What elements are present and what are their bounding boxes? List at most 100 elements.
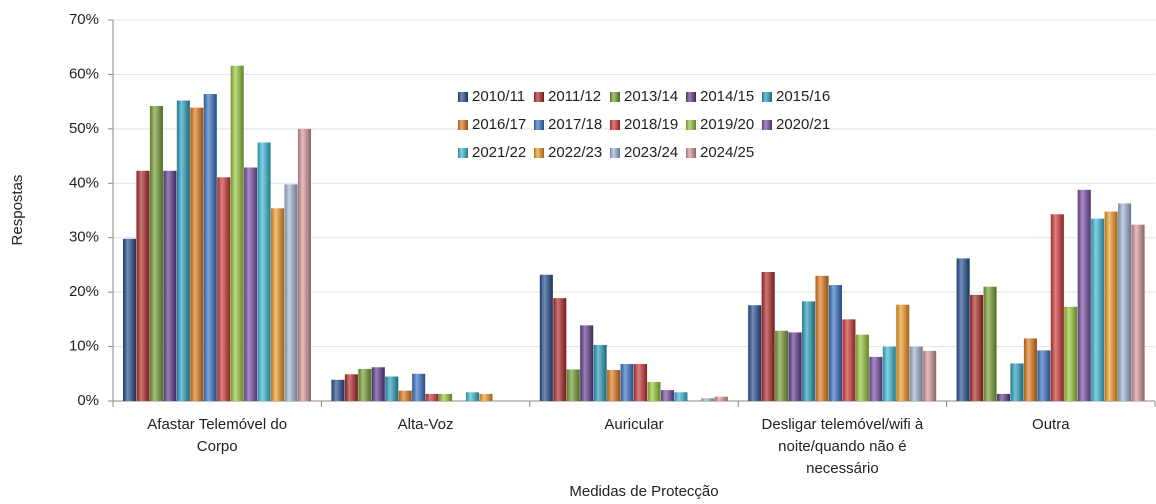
bar — [123, 238, 137, 401]
bar — [344, 374, 358, 401]
bar — [176, 100, 190, 401]
legend-label: 2017/18 — [548, 116, 602, 133]
legend-swatch — [762, 120, 772, 130]
y-tick-label: 0% — [77, 392, 99, 409]
legend-swatch — [610, 120, 620, 130]
bar — [284, 184, 298, 401]
legend-label: 2021/22 — [472, 144, 526, 161]
legend-label: 2020/21 — [776, 116, 830, 133]
legend-label: 2010/11 — [472, 88, 525, 105]
bar — [217, 177, 231, 401]
legend-label: 2024/25 — [700, 144, 754, 161]
bar — [1131, 224, 1145, 401]
x-tick-label: Desligar telemóvel/wifi à noite/quando nã… — [762, 416, 924, 477]
bar — [271, 208, 285, 401]
bar — [1010, 363, 1024, 401]
bar — [465, 392, 480, 401]
bar — [701, 398, 715, 401]
legend-label: 2019/20 — [700, 116, 754, 133]
bar — [593, 344, 607, 401]
bar — [257, 142, 271, 401]
legend-label: 2023/24 — [624, 144, 678, 161]
legend-swatch — [686, 92, 696, 102]
bar — [230, 65, 244, 401]
bar — [385, 376, 399, 401]
legend-label: 2022/23 — [548, 144, 602, 161]
legend-swatch — [458, 120, 468, 130]
legend-swatch — [610, 148, 620, 158]
bar — [203, 94, 217, 401]
bar — [761, 272, 775, 401]
x-tick-label: Auricular — [604, 416, 663, 433]
bar — [566, 369, 580, 401]
legend-label: 2016/17 — [472, 116, 526, 133]
legend-swatch — [686, 120, 696, 130]
bar — [788, 332, 802, 401]
legend-swatch — [458, 148, 468, 158]
legend-label: 2014/15 — [700, 88, 754, 105]
bar — [539, 274, 553, 401]
legend-swatch — [534, 148, 544, 158]
bar — [371, 367, 385, 401]
bar — [190, 107, 204, 401]
bar — [923, 350, 937, 401]
bar — [909, 346, 923, 401]
bar — [1118, 203, 1132, 401]
y-tick-label: 20% — [69, 283, 99, 300]
bar — [828, 285, 842, 401]
bar — [297, 128, 311, 401]
legend-swatch — [686, 148, 696, 158]
bar — [983, 286, 997, 401]
bar — [1064, 306, 1078, 401]
bar — [607, 369, 621, 401]
legend-swatch — [610, 92, 620, 102]
legend-label: 2015/16 — [776, 88, 830, 105]
bar — [1050, 214, 1064, 401]
bar — [748, 305, 762, 401]
bar — [956, 258, 970, 401]
bar — [815, 275, 829, 401]
bar — [802, 301, 816, 401]
legend-label: 2011/12 — [548, 88, 601, 105]
y-tick-label: 40% — [69, 174, 99, 191]
x-tick-label: Afastar Telemóvel do Corpo — [147, 416, 287, 455]
bar — [149, 105, 163, 402]
y-tick-label: 70% — [69, 11, 99, 28]
y-axis-title: Respostas — [9, 175, 26, 246]
bar — [674, 392, 688, 401]
bar — [412, 373, 426, 401]
bar — [553, 298, 567, 401]
bar — [1091, 218, 1105, 401]
x-tick-label: Alta-Voz — [398, 416, 454, 433]
legend-swatch — [458, 92, 468, 102]
bar — [855, 334, 869, 401]
legend-label: 2018/19 — [624, 116, 678, 133]
y-tick-label: 50% — [69, 120, 99, 137]
bar — [331, 379, 345, 401]
bar — [1023, 338, 1037, 401]
bar — [869, 356, 883, 401]
legend-swatch — [762, 92, 772, 102]
bar — [970, 294, 984, 401]
bar — [996, 393, 1011, 401]
bar — [714, 396, 728, 401]
bar — [1037, 350, 1051, 401]
bar — [244, 167, 258, 401]
bar — [479, 393, 493, 401]
bar — [660, 390, 674, 401]
bar — [634, 363, 648, 401]
y-tick-label: 30% — [69, 229, 99, 246]
y-tick-label: 60% — [69, 65, 99, 82]
bar — [647, 381, 661, 401]
bar — [896, 304, 910, 401]
bar — [1104, 211, 1118, 401]
bar — [580, 325, 594, 401]
y-tick-label: 10% — [69, 338, 99, 355]
x-tick-label: Outra — [1032, 416, 1070, 433]
bar — [358, 368, 372, 401]
bar — [842, 319, 856, 401]
bar — [775, 330, 789, 401]
legend-swatch — [534, 92, 544, 102]
